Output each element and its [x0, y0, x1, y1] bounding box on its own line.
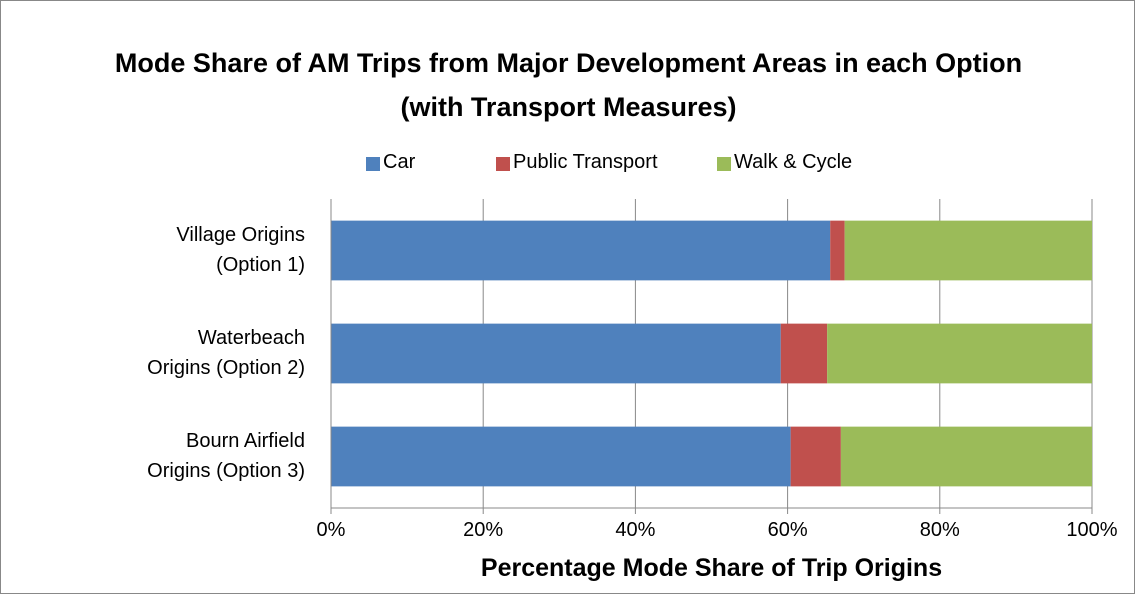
x-tick-label: 20% — [463, 519, 504, 541]
legend-swatch — [366, 157, 380, 171]
bar-segment — [331, 323, 781, 384]
x-tick-label: 80% — [919, 519, 960, 541]
x-axis-label: Percentage Mode Share of Trip Origins — [480, 554, 943, 582]
bar-segment — [844, 220, 1092, 281]
x-tick-label: 60% — [767, 519, 808, 541]
bar-segment — [840, 426, 1092, 487]
legend-swatch — [717, 157, 731, 171]
y-tick-label: Bourn Airfield Origins (Option 3) — [147, 429, 305, 482]
chart-title: Mode Share of AM Trips from Major Develo… — [114, 48, 1023, 122]
bar-segment — [830, 220, 845, 281]
bar-segment — [780, 323, 828, 384]
bar-segment — [790, 426, 841, 487]
legend-label: Public Transport — [513, 151, 658, 173]
y-tick-label: Waterbeach Origins (Option 2) — [147, 326, 305, 379]
legend-label: Car — [383, 151, 416, 173]
y-tick-label: Village Origins (Option 1) — [176, 223, 305, 276]
bar-segment — [827, 323, 1092, 384]
bar-segment — [331, 220, 831, 281]
x-tick-label: 0% — [316, 519, 346, 541]
x-tick-label: 40% — [615, 519, 656, 541]
legend-label: Walk & Cycle — [734, 151, 853, 173]
legend-swatch — [496, 157, 510, 171]
x-tick-label: 100% — [1066, 519, 1118, 541]
bar-segment — [331, 426, 791, 487]
